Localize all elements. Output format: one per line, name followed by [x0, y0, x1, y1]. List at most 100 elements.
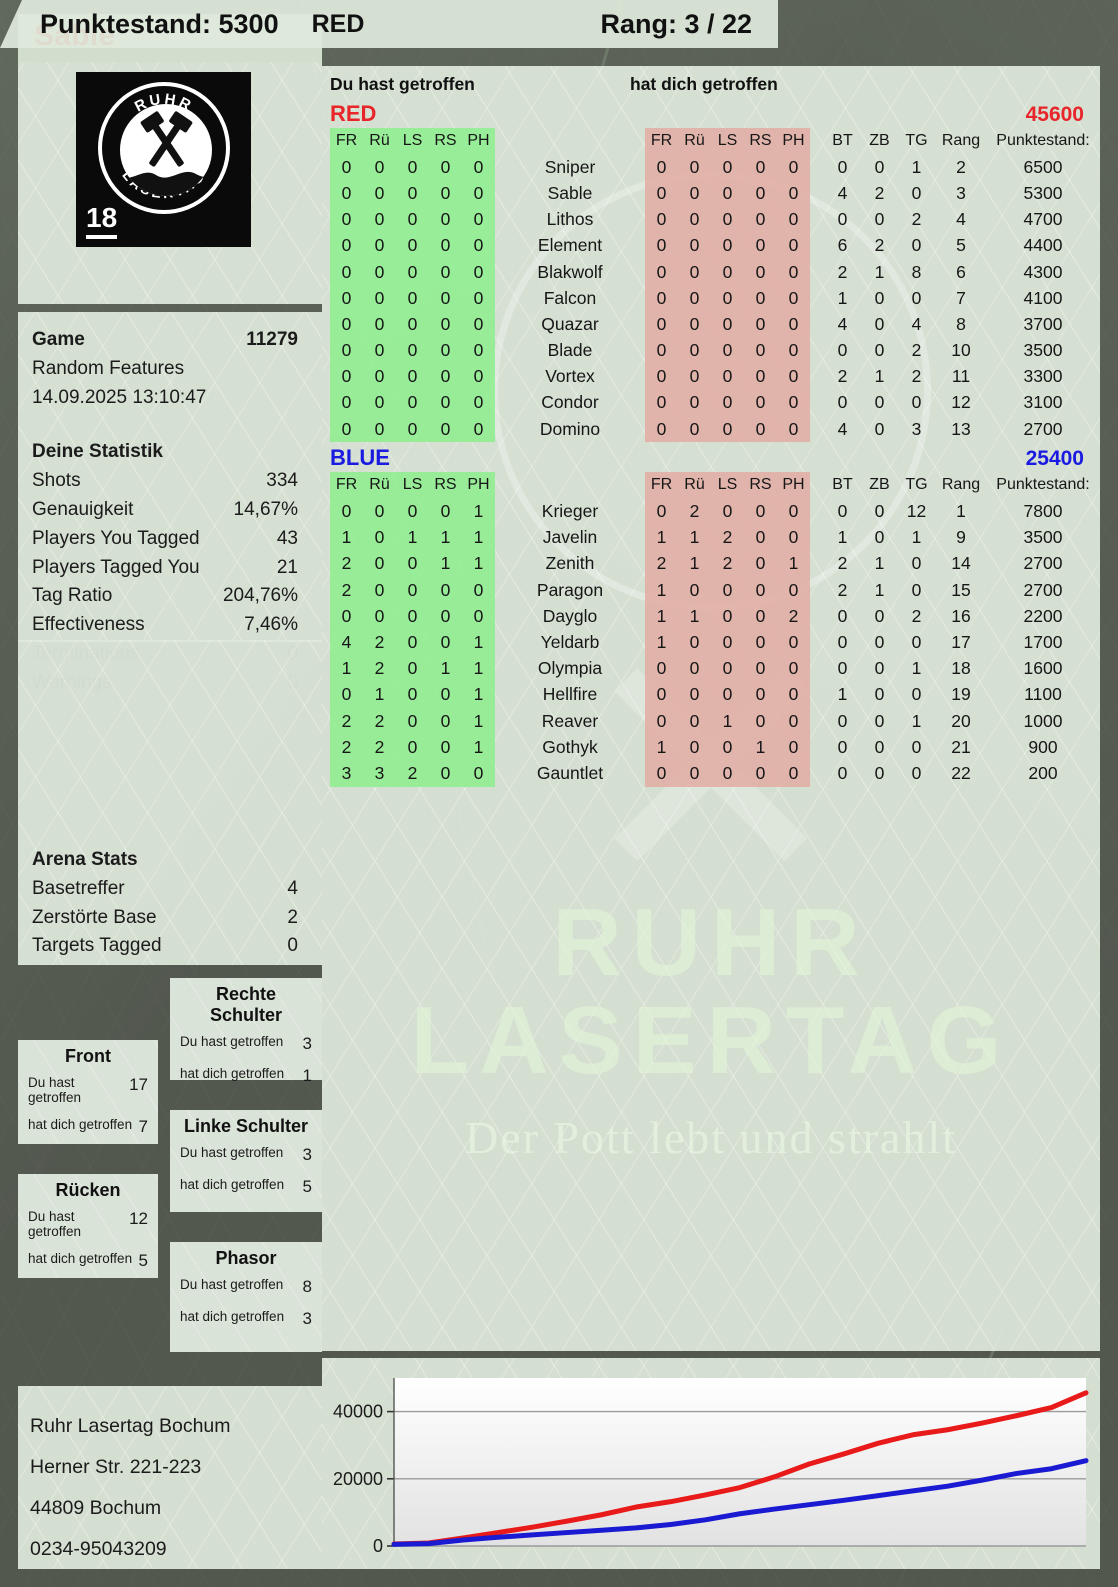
cell-score: 4100	[1023, 287, 1063, 308]
cell-zb: 0	[874, 392, 885, 413]
cell-gap	[810, 498, 824, 524]
cell-score: 2700	[1023, 579, 1063, 600]
stat-row-label: Players You Tagged	[32, 527, 200, 549]
cell-got-hit: 0	[711, 232, 744, 259]
arena-stat-row-label: Basetreffer	[32, 877, 125, 899]
cell-player-name: Blakwolf	[537, 261, 603, 282]
cell-tg: 2	[911, 605, 922, 626]
cell-zb: 1	[874, 553, 885, 574]
cell-hit: 0	[363, 389, 396, 417]
col-header-rang: Rang	[941, 476, 981, 494]
watermark-line1: RUHR	[552, 889, 870, 996]
cell-hit: 0	[363, 258, 396, 286]
team-tables: RED 45600 FR Rü LS RS PH FR Rü LS RS PH BT ZB TG Rang Pu…	[330, 101, 1090, 787]
cell-hit: 0	[462, 232, 495, 259]
cell-hit: 2	[363, 655, 396, 682]
cell-zb: 0	[874, 684, 885, 705]
bodypart-got-hit-value: 1	[302, 1066, 312, 1085]
cell-got-hit: 0	[777, 707, 810, 735]
ruhr-lasertag-logo: RUHR LASERTAG 18	[76, 72, 251, 247]
cell-gap	[810, 180, 824, 206]
cell-player-name: Condor	[541, 392, 599, 413]
cell-player-name: Reaver	[541, 710, 599, 731]
cell-hit: 0	[330, 154, 363, 181]
cell-hit: 2	[363, 629, 396, 656]
cell-hit: 0	[429, 154, 462, 181]
score-progress-chart: 0 20000 40000	[333, 1378, 1089, 1556]
cell-hit: 0	[330, 498, 363, 525]
cell-player-name: Element	[537, 235, 603, 256]
cell-score: 7800	[1023, 501, 1063, 522]
cell-zb: 0	[874, 658, 885, 679]
stat-row: Players You Tagged 43	[32, 525, 298, 554]
cell-got-hit: 0	[711, 416, 744, 443]
arena-stat-row-value: 4	[287, 877, 298, 899]
bodypart-title: Rechte Schulter	[209, 984, 283, 1025]
cell-rang: 22	[951, 762, 971, 783]
stat-row-value: 43	[276, 527, 298, 549]
cell-rang: 17	[951, 631, 971, 652]
cell-got-hit: 0	[777, 389, 810, 417]
cell-hit: 3	[330, 760, 363, 787]
cell-zb: 2	[874, 235, 885, 256]
stat-row-label: Shots	[32, 470, 81, 492]
team-header-blue: BLUE 25400	[330, 445, 1084, 471]
cell-got-hit: 0	[744, 550, 777, 577]
logo-badge-ring: RUHR LASERTAG	[98, 82, 230, 214]
cell-score: 3300	[1023, 366, 1063, 387]
cell-hit: 0	[462, 337, 495, 364]
cell-zb: 0	[874, 605, 885, 626]
cell-player-name: Yeldarb	[540, 631, 600, 652]
cell-gap	[810, 311, 824, 337]
stat-row: Players Tagged You 21	[32, 554, 298, 583]
cell-hit: 2	[330, 577, 363, 604]
arena-stat-row: Targets Tagged 0	[32, 932, 298, 961]
cell-zb: 0	[874, 710, 885, 731]
cell-tg: 0	[911, 631, 922, 652]
cell-player-name: Falcon	[543, 287, 597, 308]
stat-row-value: 14,67%	[233, 498, 298, 520]
arena-stats-title-row: Arena Stats	[32, 846, 298, 875]
cell-score: 6500	[1023, 156, 1063, 177]
cell-bt: 4	[837, 313, 848, 334]
watermark-line2: LASERTAG	[410, 987, 1012, 1094]
scoreboard-body: Du hast getroffen hat dich getroffen RED…	[322, 66, 1100, 787]
stat-row-label: Players Tagged You	[32, 556, 200, 578]
bodypart-got-hit-value: 7	[138, 1117, 148, 1136]
cell-score: 3700	[1023, 313, 1063, 334]
cell-hit: 1	[462, 550, 495, 577]
arena-stat-row-value: 2	[287, 906, 298, 928]
col-header-got-Rü: Rü	[678, 472, 711, 499]
arena-stat-row: Basetreffer 4	[32, 875, 298, 904]
table-row: 2 0 0 0 0 Paragon 1 0 0 0 0 2 1 0 15 2700	[330, 577, 1099, 604]
cell-got-hit: 0	[678, 760, 711, 787]
table-row: 0 0 0 0 0 Vortex 0 0 0 0 0 2 1 2 11 3300	[330, 363, 1099, 390]
game-label: Game	[32, 329, 85, 350]
cell-got-hit: 0	[711, 498, 744, 525]
cell-rang: 4	[956, 209, 966, 230]
game-id: 11279	[246, 329, 298, 350]
table-header-row: FR Rü LS RS PH FR Rü LS RS PH BT ZB TG Rang Punktestan…	[330, 128, 1099, 155]
cell-zb: 0	[874, 156, 885, 177]
cell-bt: 1	[837, 527, 848, 548]
cell-tg: 0	[911, 182, 922, 203]
cell-zb: 2	[874, 182, 885, 203]
bodypart-got-hit-label: hat dich getroffen	[28, 1251, 133, 1266]
cell-hit: 0	[396, 389, 429, 417]
table-row: 0 0 0 0 0 Quazar 0 0 0 0 0 4 0 4 8 3700	[330, 311, 1099, 338]
cell-score: 2700	[1023, 553, 1063, 574]
table-row: 4 2 0 0 1 Yeldarb 1 0 0 0 0 0 0 0 17 1700	[330, 629, 1099, 656]
cell-hit: 1	[363, 681, 396, 708]
arena-stats-panel: Arena Stats Basetreffer 4 Zerstörte Base 2 T…	[18, 640, 322, 965]
cell-got-hit: 0	[645, 681, 678, 708]
stat-row-value: 334	[266, 470, 298, 492]
table-row: 0 0 0 0 0 Dayglo 1 1 0 0 2 0 0 2 16 2200	[330, 603, 1099, 630]
cell-rang: 6	[956, 261, 966, 282]
arena-stat-row: Zerstörte Base 2	[32, 904, 298, 933]
cell-hit: 0	[396, 416, 429, 443]
team-total-score: 25400	[1025, 447, 1084, 471]
cell-zb: 0	[874, 418, 885, 439]
cell-rang: 18	[951, 658, 971, 679]
cell-got-hit: 0	[744, 363, 777, 390]
cell-got-hit: 0	[645, 154, 678, 181]
